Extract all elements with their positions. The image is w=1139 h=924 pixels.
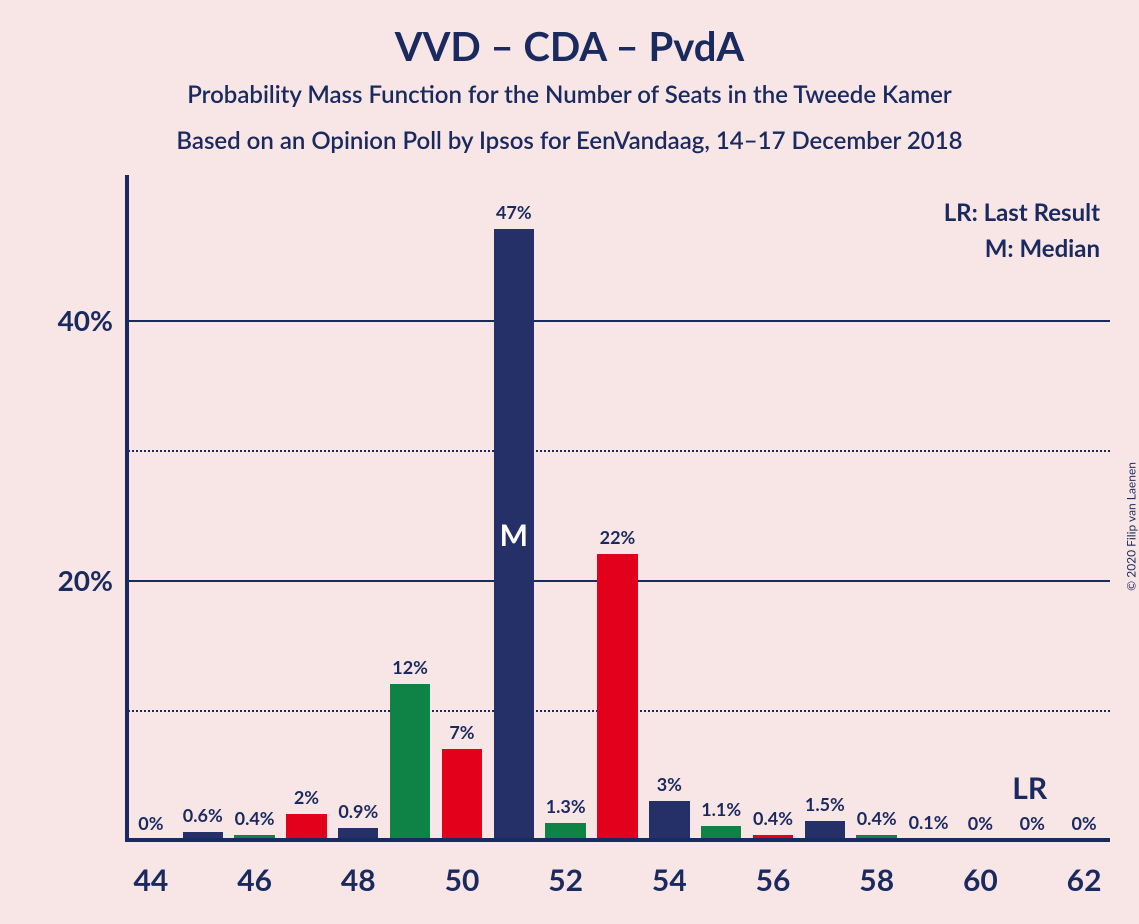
bar-value-label: 1.5% (805, 793, 845, 815)
x-tick-label: 58 (859, 862, 894, 898)
x-tick-label: 44 (134, 862, 169, 898)
bar-value-label: 7% (449, 721, 474, 743)
bar-value-label: 0% (968, 812, 993, 834)
chart-subtitle-1: Probability Mass Function for the Number… (0, 80, 1139, 109)
bar (649, 801, 689, 840)
bar-value-label: 0% (138, 812, 163, 834)
last-result-marker: LR (1012, 770, 1047, 806)
legend-line: LR: Last Result (944, 198, 1100, 227)
x-tick-label: 50 (445, 862, 480, 898)
bar-value-label: 1.1% (701, 798, 741, 820)
median-marker: M (500, 517, 528, 553)
bar (597, 554, 637, 840)
bar-value-label: 1.3% (546, 795, 586, 817)
gridline-minor (125, 450, 1110, 452)
y-tick-label: 20% (58, 563, 113, 597)
bar (442, 749, 482, 840)
bar (286, 814, 326, 840)
plot-area: 0% 0.6% 0.4% 2% 0.9% 12% 7% 47% M 1.3% 22% 3% 1.1% 0.… (125, 190, 1110, 840)
chart-container: VVD – CDA – PvdA Probability Mass Functi… (0, 0, 1139, 924)
bar-value-label: 0.4% (753, 807, 793, 829)
x-tick-label: 48 (341, 862, 376, 898)
bar-value-label: 0.9% (338, 800, 378, 822)
x-axis (125, 838, 1110, 842)
copyright-text: © 2020 Filip van Laenen (1124, 462, 1139, 591)
y-axis (125, 175, 129, 840)
x-tick-label: 54 (652, 862, 687, 898)
bar-value-label: 0.6% (183, 804, 223, 826)
bar-value-label: 12% (392, 656, 428, 678)
x-tick-label: 60 (963, 862, 998, 898)
bar-value-label: 22% (600, 526, 636, 548)
bar (390, 684, 430, 840)
x-tick-label: 46 (237, 862, 272, 898)
bar-value-label: 0.1% (909, 811, 949, 833)
gridline (125, 320, 1110, 322)
x-tick-label: 62 (1067, 862, 1102, 898)
bar-value-label: 0.4% (857, 807, 897, 829)
legend-line: M: Median (985, 234, 1100, 263)
bar-value-label: 0% (1020, 812, 1045, 834)
bar-value-label: 0% (1071, 812, 1096, 834)
y-tick-label: 40% (58, 303, 113, 337)
bar-value-label: 3% (657, 773, 682, 795)
bar-value-label: 2% (294, 786, 319, 808)
bar-value-label: 0.4% (235, 807, 275, 829)
chart-subtitle-2: Based on an Opinion Poll by Ipsos for Ee… (0, 126, 1139, 155)
x-tick-label: 56 (756, 862, 791, 898)
bar-value-label: 47% (496, 201, 532, 223)
chart-title: VVD – CDA – PvdA (0, 22, 1139, 70)
x-tick-label: 52 (548, 862, 583, 898)
